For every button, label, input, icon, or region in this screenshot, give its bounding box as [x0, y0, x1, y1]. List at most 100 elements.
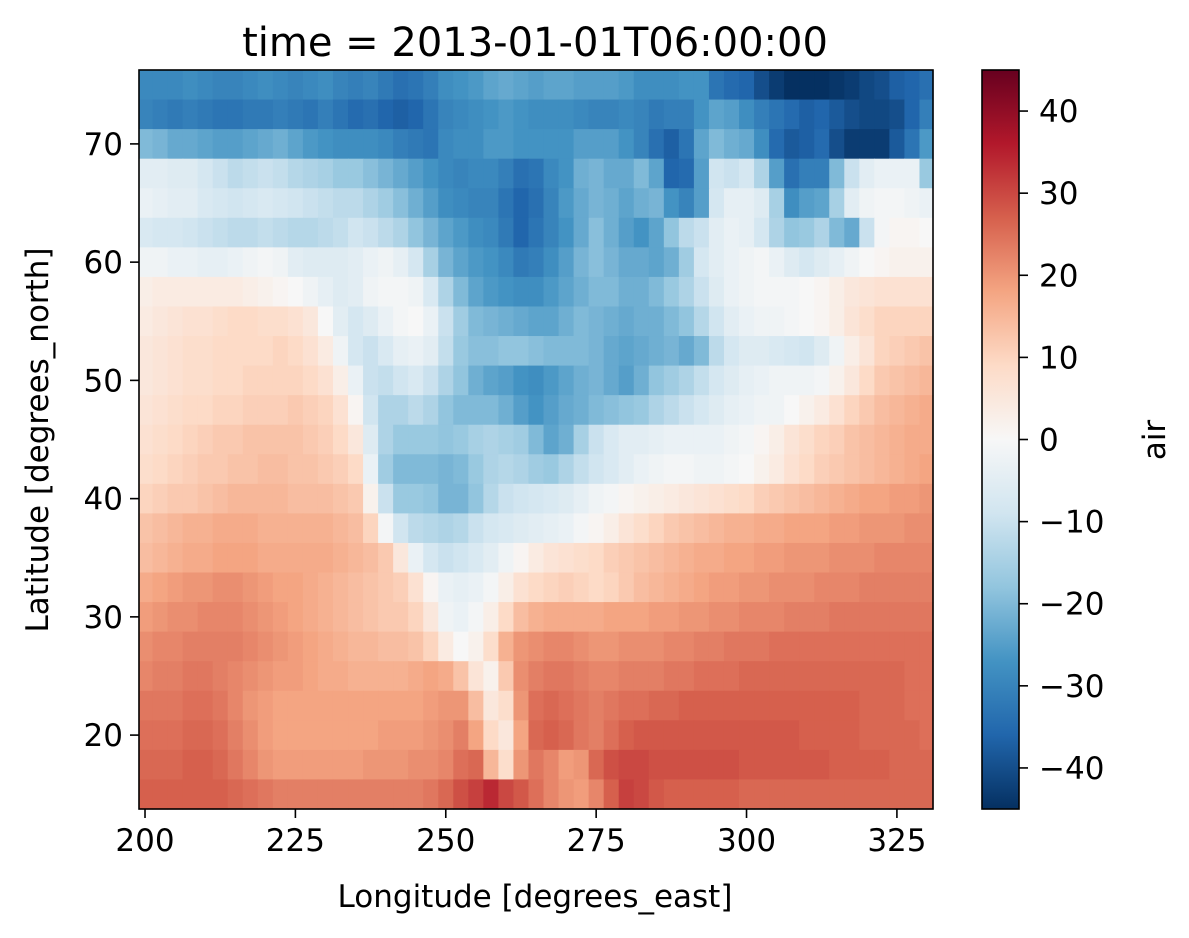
heatmap-cell: [167, 336, 184, 367]
heatmap-cell: [242, 661, 259, 692]
heatmap-cell: [739, 306, 755, 337]
heatmap-cell: [152, 513, 169, 544]
heatmap-cell: [889, 454, 906, 485]
heatmap-cell: [859, 276, 875, 308]
heatmap-cell: [513, 247, 530, 278]
heatmap-cell: [378, 779, 394, 810]
heatmap-cell: [693, 70, 710, 101]
heatmap-cell: [242, 217, 259, 248]
x-tick-label: 225: [266, 823, 325, 859]
heatmap-cell: [693, 720, 710, 751]
heatmap-cell: [513, 483, 530, 514]
heatmap-cell: [272, 188, 289, 219]
heatmap-cell: [754, 188, 770, 219]
heatmap-cell: [754, 602, 770, 633]
heatmap-cell: [212, 483, 229, 514]
heatmap-cell: [663, 365, 680, 396]
heatmap-cell: [814, 276, 830, 308]
heatmap-cell: [498, 188, 515, 219]
heatmap-cell: [904, 365, 921, 396]
heatmap-cell: [212, 631, 229, 662]
heatmap-cell: [799, 247, 815, 278]
heatmap-cell: [393, 779, 409, 810]
heatmap-cell: [784, 749, 800, 781]
heatmap-cell: [844, 542, 860, 574]
heatmap-cell: [348, 217, 364, 248]
heatmap-cell: [453, 336, 469, 367]
heatmap-cell: [438, 631, 454, 662]
heatmap-cell: [663, 602, 680, 633]
heatmap-cell: [588, 70, 605, 101]
heatmap-cell: [332, 217, 349, 248]
heatmap-cell: [558, 306, 575, 337]
heatmap-cell: [528, 690, 545, 721]
heatmap-cell: [573, 542, 590, 574]
heatmap-cell: [573, 454, 590, 485]
heatmap-cell: [784, 158, 800, 189]
heatmap-cell: [558, 99, 575, 130]
heatmap-cell: [272, 779, 289, 810]
heatmap-cell: [588, 631, 605, 662]
heatmap-cell: [182, 276, 199, 308]
heatmap-cell: [302, 158, 319, 189]
heatmap-cell: [152, 661, 169, 692]
heatmap-cell: [678, 70, 695, 101]
heatmap-cell: [287, 70, 304, 101]
heatmap-cell: [648, 542, 665, 574]
heatmap-cell: [769, 602, 785, 633]
heatmap-cell: [814, 749, 830, 781]
heatmap-cell: [393, 99, 409, 130]
heatmap-cell: [332, 690, 349, 721]
heatmap-cell: [408, 129, 424, 160]
heatmap-cell: [453, 720, 469, 751]
heatmap-cell: [257, 749, 274, 781]
heatmap-cell: [317, 336, 334, 367]
heatmap-cell: [588, 572, 605, 603]
heatmap-cell: [453, 513, 469, 544]
heatmap-cell: [317, 572, 334, 603]
heatmap-cell: [152, 365, 169, 396]
heatmap-cell: [393, 513, 409, 544]
x-tick-label: 250: [416, 823, 475, 859]
heatmap-cell: [363, 129, 379, 160]
heatmap-cell: [468, 749, 484, 781]
heatmap-cell: [528, 424, 545, 455]
heatmap-cell: [904, 188, 921, 219]
heatmap-cell: [618, 276, 635, 308]
heatmap-cell: [814, 631, 830, 662]
heatmap-cell: [739, 513, 755, 544]
heatmap-cell: [573, 631, 590, 662]
heatmap-cell: [814, 365, 830, 396]
heatmap-cell: [317, 454, 334, 485]
heatmap-cell: [242, 158, 259, 189]
heatmap-cell: [859, 749, 875, 781]
heatmap-cell: [167, 513, 184, 544]
heatmap-cell: [558, 188, 575, 219]
heatmap-cell: [139, 306, 154, 337]
heatmap-cell: [528, 454, 545, 485]
heatmap-cell: [693, 483, 710, 514]
heatmap-cell: [919, 188, 934, 219]
heatmap-cell: [648, 720, 665, 751]
heatmap-cell: [242, 572, 259, 603]
heatmap-cell: [814, 513, 830, 544]
heatmap-cell: [227, 158, 244, 189]
heatmap-cell: [197, 572, 214, 603]
heatmap-cell: [513, 188, 530, 219]
heatmap-cell: [257, 306, 274, 337]
heatmap-cell: [167, 70, 184, 101]
heatmap-cell: [889, 188, 906, 219]
heatmap-cell: [287, 690, 304, 721]
heatmap-cell: [242, 602, 259, 633]
heatmap-cell: [272, 395, 289, 426]
heatmap-cell: [588, 365, 605, 396]
heatmap-cell: [723, 158, 740, 189]
heatmap-cell: [648, 572, 665, 603]
heatmap-cell: [438, 513, 454, 544]
heatmap-cell: [769, 572, 785, 603]
y-tick-label: 50: [84, 363, 123, 399]
heatmap-cell: [483, 70, 500, 101]
heatmap-cell: [453, 276, 469, 308]
heatmap-cell: [844, 779, 860, 810]
heatmap-cell: [378, 424, 394, 455]
